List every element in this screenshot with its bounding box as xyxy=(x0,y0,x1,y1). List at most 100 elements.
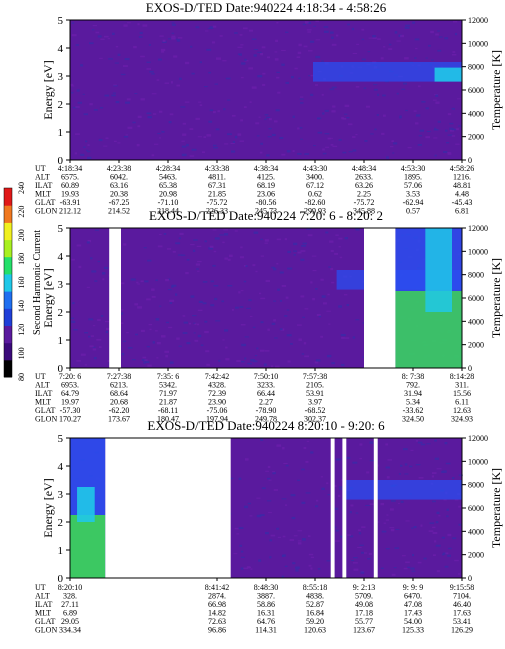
table-cell: -33.62 xyxy=(403,406,424,415)
speckle xyxy=(361,526,366,528)
speckle xyxy=(318,315,322,318)
speckle xyxy=(331,110,336,113)
speckle xyxy=(200,344,204,347)
speckle xyxy=(353,562,358,564)
table-cell: 17.18 xyxy=(355,609,373,618)
speckle xyxy=(271,133,276,137)
speckle xyxy=(276,527,280,530)
table-cell: 4:48:34 xyxy=(352,164,376,173)
speckle xyxy=(398,473,402,475)
speckle xyxy=(195,26,200,29)
panel-3: EXOS-D/TED Date:940224 8:20:10 - 9:20: 6… xyxy=(35,418,503,635)
table-cell: 311. xyxy=(455,381,469,390)
speckle xyxy=(364,140,368,142)
table-cell: 2874. xyxy=(208,592,226,601)
speckle xyxy=(325,231,329,234)
speckle xyxy=(218,359,221,362)
speckle xyxy=(297,479,301,482)
speckle xyxy=(212,264,216,267)
speckle xyxy=(222,339,225,341)
speckle xyxy=(256,135,260,137)
speckle xyxy=(74,133,80,135)
speckle xyxy=(123,24,128,27)
speckle xyxy=(192,249,196,252)
speckle xyxy=(366,471,370,474)
speckle xyxy=(189,128,194,131)
speckle xyxy=(175,293,178,296)
speckle xyxy=(287,250,291,254)
speckle xyxy=(149,70,154,73)
speckle xyxy=(420,443,426,446)
speckle xyxy=(203,136,207,139)
speckle xyxy=(451,128,457,131)
table-cell: 299.93 xyxy=(304,207,326,216)
speckle xyxy=(443,499,447,501)
table-row-label: UT xyxy=(35,583,46,592)
speckle xyxy=(183,321,188,324)
speckle xyxy=(307,31,312,33)
table-cell: 328. xyxy=(63,592,77,601)
speckle xyxy=(237,133,242,136)
y2-tick-label: 10000 xyxy=(468,39,488,48)
table-cell: 64.79 xyxy=(61,389,79,398)
panel-title: EXOS-D/TED Date:940224 8:20:10 - 9:20: 6 xyxy=(147,418,385,433)
speckle xyxy=(126,98,131,101)
table-cell: 71.97 xyxy=(159,389,177,398)
speckle xyxy=(98,138,103,142)
speckle xyxy=(165,321,169,324)
speckle xyxy=(352,53,358,55)
table-cell: 9: 2:13 xyxy=(353,583,375,592)
speckle xyxy=(306,440,310,442)
speckle xyxy=(267,136,272,138)
speckle xyxy=(342,118,347,120)
speckle xyxy=(148,323,153,326)
speckle xyxy=(369,441,374,444)
speckle xyxy=(385,519,390,521)
speckle xyxy=(104,321,110,323)
speckle xyxy=(304,355,310,358)
speckle xyxy=(385,466,390,469)
speckle xyxy=(377,38,381,40)
speckle xyxy=(415,47,418,50)
speckle xyxy=(339,489,343,491)
speckle xyxy=(316,499,319,502)
speckle xyxy=(92,325,96,327)
speckle xyxy=(404,57,409,60)
speckle xyxy=(206,363,210,366)
table-cell: 7:27:38 xyxy=(107,372,131,381)
speckle xyxy=(412,21,416,24)
speckle xyxy=(277,536,281,538)
speckle xyxy=(164,350,169,353)
speckle xyxy=(281,285,287,287)
speckle xyxy=(236,359,241,363)
speckle xyxy=(270,534,276,537)
table-cell: 29.05 xyxy=(61,617,79,626)
table-cell: 6470. xyxy=(404,592,422,601)
speckle xyxy=(446,152,451,154)
speckle xyxy=(355,319,360,321)
speckle xyxy=(267,328,270,331)
speckle xyxy=(300,250,306,252)
speckle xyxy=(204,240,207,243)
speckle xyxy=(193,332,196,334)
speckle xyxy=(455,128,459,131)
speckle xyxy=(310,74,314,77)
speckle xyxy=(80,64,84,67)
speckle xyxy=(154,143,159,145)
speckle xyxy=(297,127,300,130)
speckle xyxy=(373,88,378,91)
table-cell: 114.31 xyxy=(255,626,277,635)
speckle xyxy=(173,55,178,58)
table-cell: 4811. xyxy=(208,173,226,182)
speckle xyxy=(292,562,296,565)
table-cell: 47.08 xyxy=(404,600,422,609)
y-tick-label: 3 xyxy=(58,71,64,83)
speckle xyxy=(293,250,297,252)
speckle xyxy=(326,560,332,562)
speckle xyxy=(239,306,244,308)
speckle xyxy=(458,523,462,526)
speckle xyxy=(104,94,110,97)
speckle xyxy=(204,86,208,88)
speckle xyxy=(233,553,238,555)
speckle xyxy=(454,499,459,501)
